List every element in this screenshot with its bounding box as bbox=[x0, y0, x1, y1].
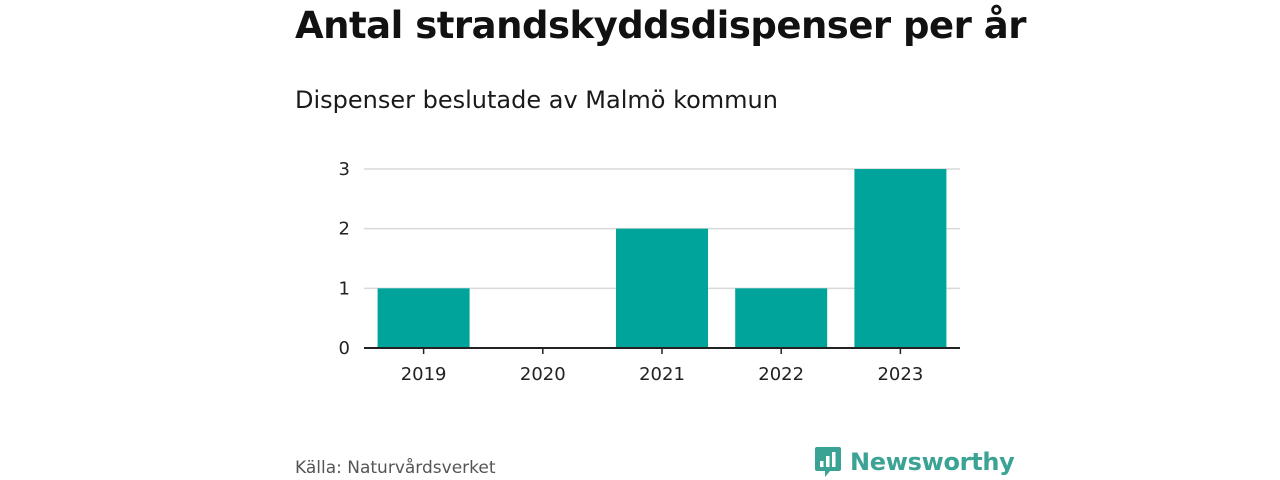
chart-subtitle: Dispenser beslutade av Malmö kommun bbox=[295, 86, 778, 114]
x-tick-label-2021: 2021 bbox=[639, 364, 685, 385]
brand-logo: Newsworthy bbox=[814, 446, 1015, 478]
bar-2022 bbox=[735, 288, 828, 348]
x-tick-label-2019: 2019 bbox=[401, 364, 447, 385]
y-tick-label-0: 0 bbox=[339, 338, 350, 359]
chart-title: Antal strandskyddsdispenser per år bbox=[295, 4, 1026, 47]
brand-name: Newsworthy bbox=[850, 448, 1015, 476]
bar-chart: 0 1 2 3 2019 2020 2021 2022 2023 bbox=[339, 159, 960, 385]
bar-chart-speech-bubble-icon bbox=[815, 447, 841, 477]
x-tick-label-2023: 2023 bbox=[877, 364, 923, 385]
y-tick-label-1: 1 bbox=[339, 278, 350, 299]
source-note: Källa: Naturvårdsverket bbox=[295, 458, 496, 478]
bar-2023 bbox=[854, 169, 947, 348]
bar-2019 bbox=[377, 288, 470, 348]
y-tick-label-2: 2 bbox=[339, 219, 350, 240]
bar-2021 bbox=[616, 228, 708, 348]
x-tick-label-2022: 2022 bbox=[758, 364, 804, 385]
x-tick-label-2020: 2020 bbox=[520, 364, 566, 385]
y-tick-label-3: 3 bbox=[339, 159, 350, 180]
